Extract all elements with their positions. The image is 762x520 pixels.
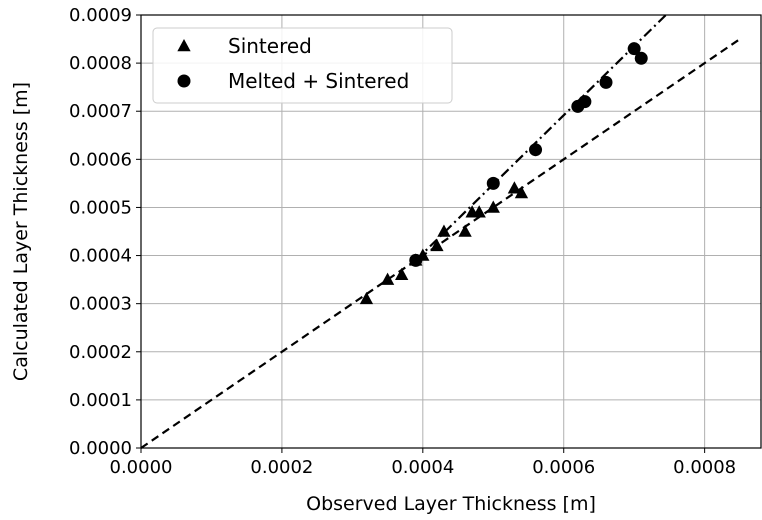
triangle-point <box>514 186 529 199</box>
legend-box <box>152 27 453 104</box>
x-tick-label: 0.0008 <box>673 457 736 478</box>
x-axis-ticks: 0.0000 0.0002 0.0004 0.0006 0.0008 <box>110 448 736 478</box>
y-axis-label: Calculated Layer Thickness [m] <box>10 82 32 381</box>
y-tick-label: 0.0002 <box>69 342 132 363</box>
data-points <box>359 42 648 305</box>
circle-point <box>634 51 648 65</box>
triangle-point <box>458 224 472 237</box>
reference-line-dash-dot <box>415 14 667 262</box>
triangle-point <box>507 181 522 194</box>
circle-point <box>409 253 423 267</box>
legend-circle-marker <box>177 74 191 88</box>
circle-point <box>627 42 641 56</box>
circle-point <box>486 176 500 190</box>
y-tick-label: 0.0000 <box>69 438 132 459</box>
legend-triangle-marker <box>177 39 191 52</box>
triangle-point <box>430 238 444 252</box>
triangle-point <box>380 272 395 285</box>
y-tick-label: 0.0007 <box>69 101 132 122</box>
y-tick-label: 0.0001 <box>69 390 132 411</box>
circle-point <box>599 75 613 89</box>
reference-line-dashed <box>140 38 741 449</box>
x-axis-label: Observed Layer Thickness [m] <box>306 493 596 515</box>
y-axis-ticks: 0.0000 0.0001 0.0002 0.0003 0.0004 0.0005 0.00… <box>69 5 141 459</box>
y-tick-label: 0.0009 <box>69 5 132 26</box>
x-tick-label: 0.0006 <box>532 457 595 478</box>
x-tick-label: 0.0000 <box>110 457 173 478</box>
legend-label: Sintered <box>228 34 312 58</box>
y-tick-label: 0.0005 <box>69 197 132 218</box>
triangle-point <box>437 224 451 237</box>
y-tick-label: 0.0003 <box>69 294 132 315</box>
legend: Sintered Melted + Sintered <box>152 27 453 104</box>
y-tick-label: 0.0006 <box>69 149 132 170</box>
x-tick-label: 0.0002 <box>250 457 313 478</box>
triangle-point <box>359 291 374 305</box>
triangle-point <box>472 205 486 218</box>
series-circle <box>409 42 648 267</box>
triangle-point <box>486 200 500 213</box>
triangle-point <box>395 267 409 281</box>
y-tick-label: 0.0004 <box>69 246 132 267</box>
y-tick-label: 0.0008 <box>69 53 132 74</box>
circle-point <box>578 95 592 109</box>
circle-point <box>529 143 543 157</box>
reference-lines <box>140 14 741 449</box>
plot-frame <box>140 14 762 449</box>
legend-label: Melted + Sintered <box>228 69 409 93</box>
series-triangle <box>359 181 529 305</box>
x-tick-label: 0.0004 <box>391 457 454 478</box>
